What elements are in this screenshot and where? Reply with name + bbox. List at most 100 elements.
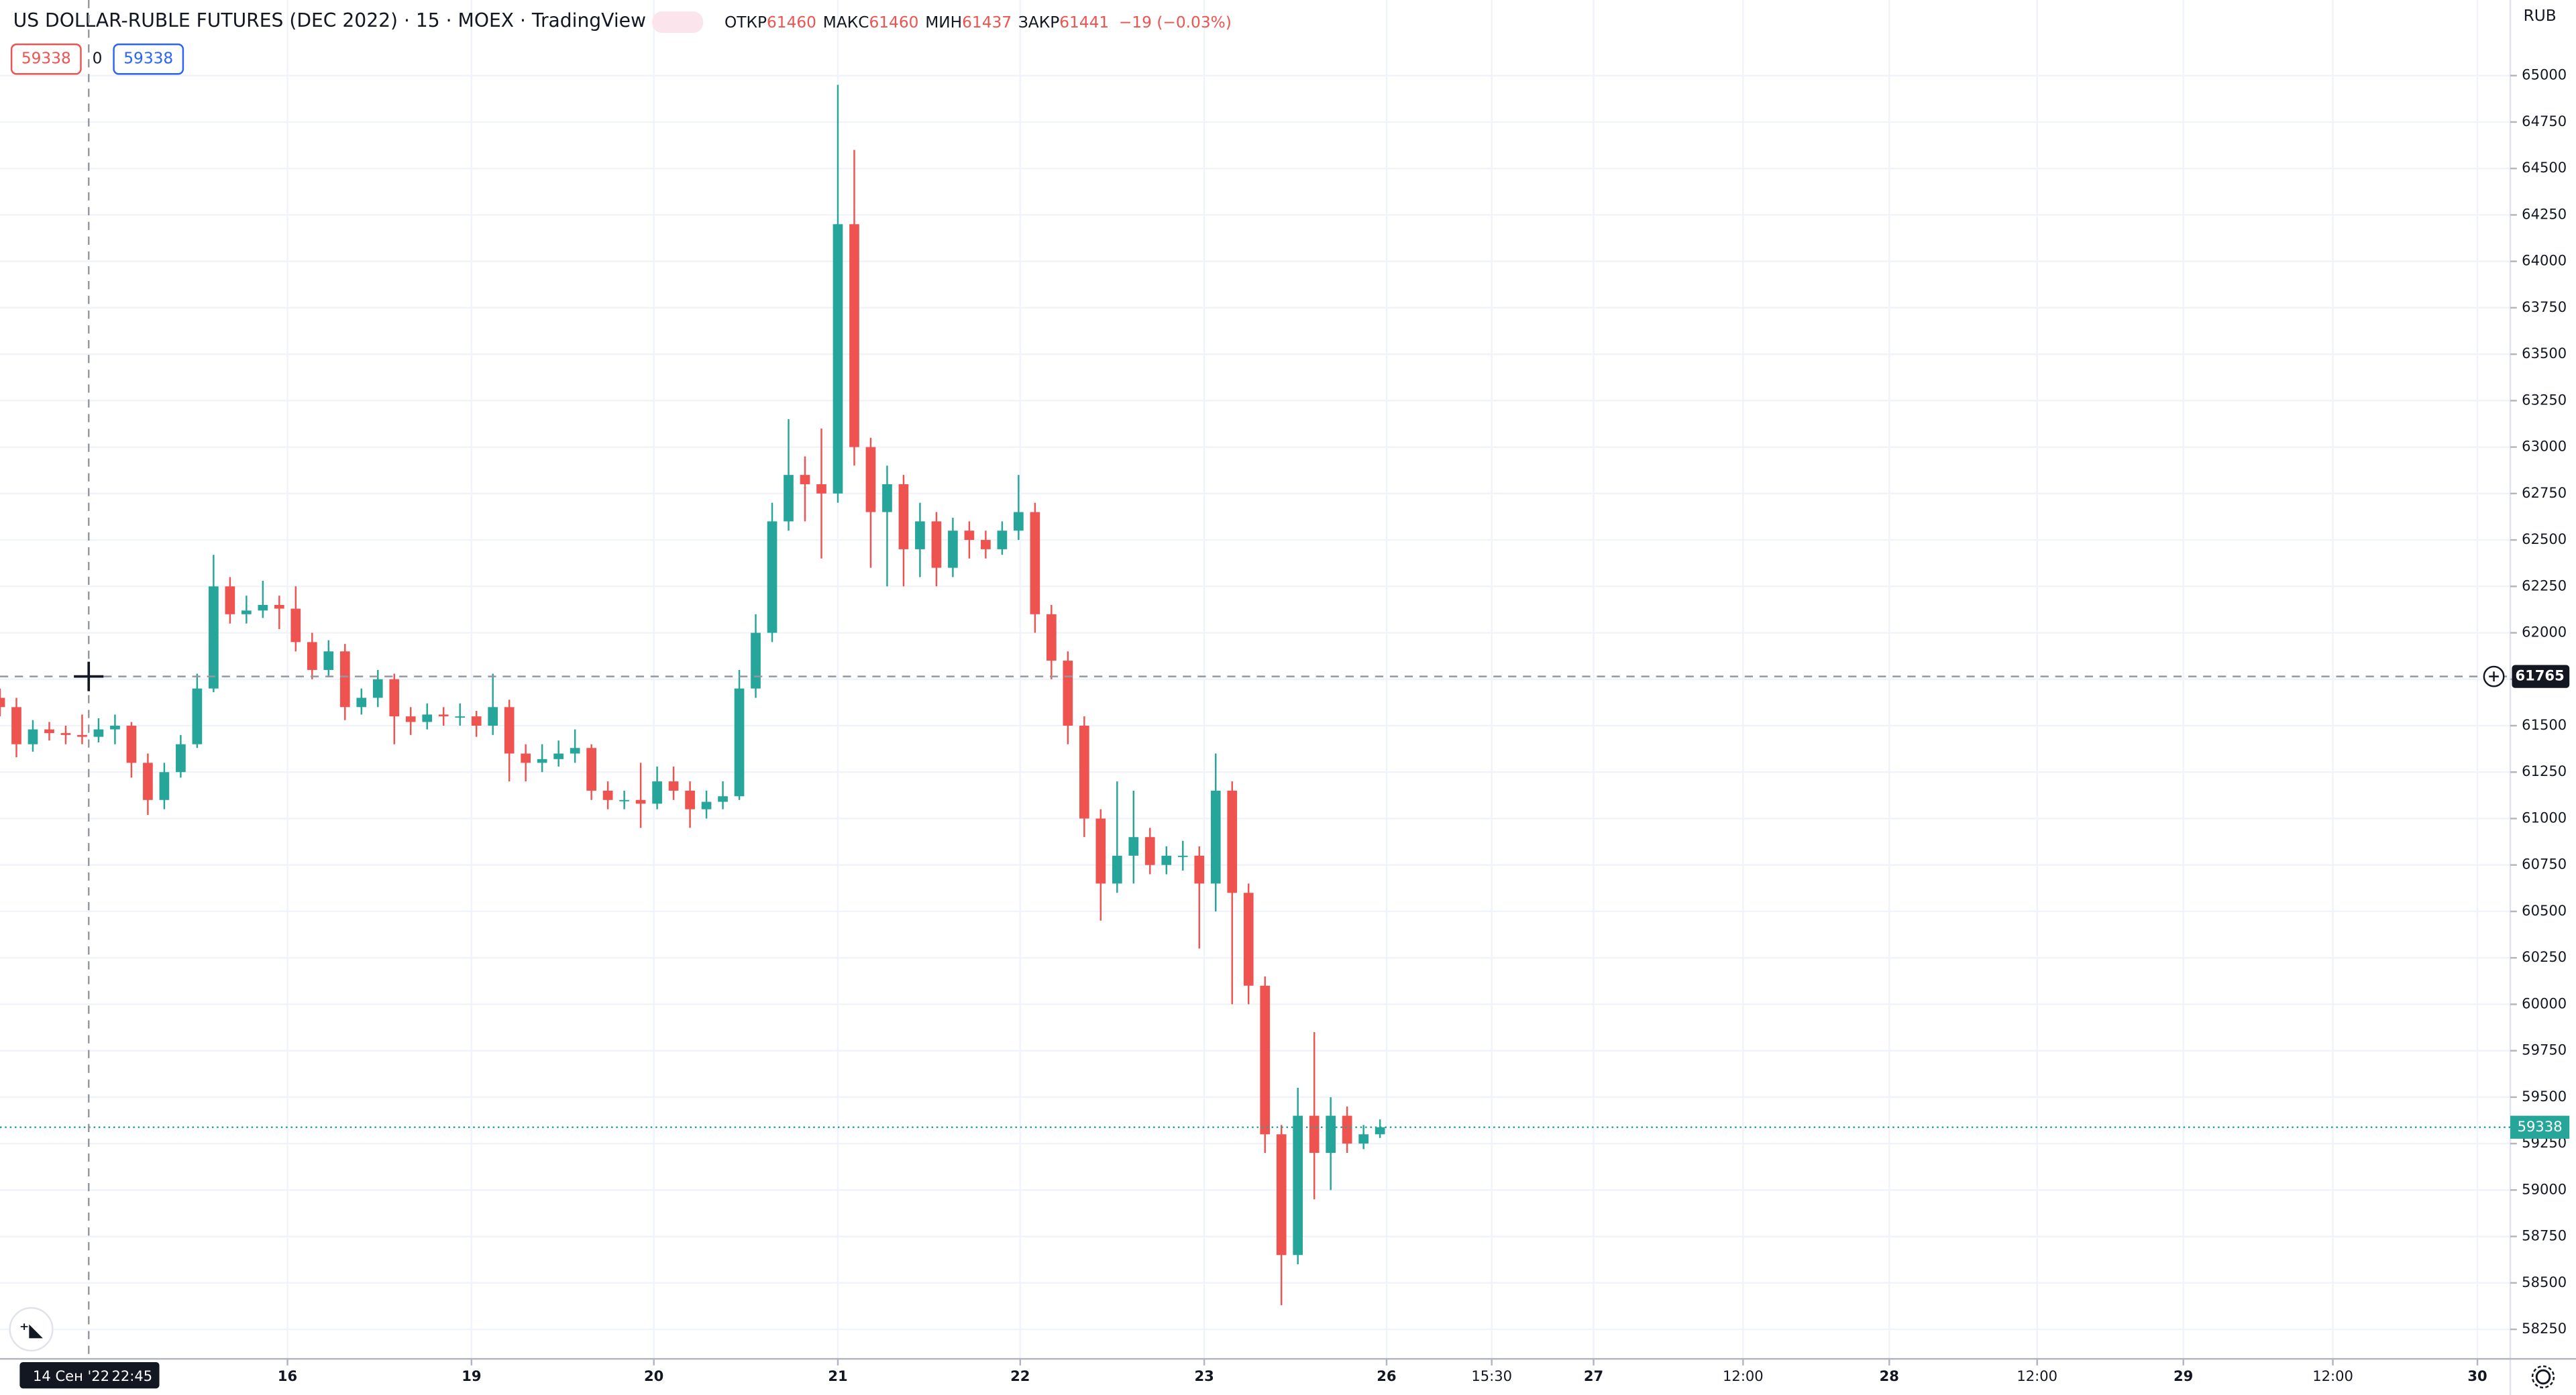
- price-badge[interactable]: 59338: [123, 50, 173, 68]
- svg-text:⁺◣: ⁺◣: [19, 1320, 43, 1341]
- y-tick-label: 63000: [2522, 438, 2567, 455]
- y-tick-label: 58500: [2522, 1274, 2567, 1290]
- last-price-tag: [2510, 1115, 2570, 1139]
- candle-body: [668, 781, 679, 791]
- settings-icon[interactable]: [2531, 1365, 2555, 1389]
- candle-body: [981, 540, 991, 549]
- candle-body: [537, 759, 547, 763]
- x-tick-label: 12:00: [2017, 1368, 2057, 1384]
- candle-body: [323, 651, 334, 670]
- candle-body: [1128, 837, 1139, 856]
- candle-body: [1095, 818, 1106, 884]
- crosshair-price-tag: [2512, 665, 2570, 688]
- candle-body: [372, 679, 383, 698]
- candle-body: [1326, 1115, 1336, 1153]
- candle-body: [44, 729, 54, 734]
- candle-body: [931, 521, 942, 568]
- candle-body: [915, 521, 925, 549]
- plot-area: [0, 85, 1385, 1306]
- candle-body: [1210, 790, 1221, 884]
- x-tick-label: 23: [1194, 1368, 1214, 1384]
- x-tick-label: 21: [828, 1368, 847, 1384]
- candle-body: [405, 716, 416, 722]
- y-tick-label: 59750: [2522, 1042, 2567, 1058]
- legend-label: ОТКР: [724, 13, 767, 32]
- candle-body: [1342, 1115, 1352, 1144]
- legend-change: −19 (−0.03%): [1119, 13, 1232, 32]
- last-price-label: 59338: [2518, 1118, 2563, 1135]
- candle-body: [1161, 855, 1172, 865]
- x-tick-label: 22: [1010, 1368, 1030, 1384]
- candle-body: [816, 484, 826, 494]
- candle-body: [882, 484, 892, 512]
- candle-body: [1260, 985, 1271, 1135]
- y-tick-label: 61250: [2522, 763, 2567, 779]
- add-alert-plus: [2489, 671, 2499, 681]
- candle-body: [389, 679, 400, 717]
- legend-value: 61441: [1059, 13, 1109, 32]
- candle-body: [241, 610, 252, 614]
- candle-body: [997, 531, 1008, 549]
- candle-body: [619, 799, 629, 801]
- y-tick-label: 62500: [2522, 531, 2567, 547]
- candle-body: [0, 698, 5, 708]
- y-tick-label: 58750: [2522, 1227, 2567, 1244]
- y-tick-label: 63250: [2522, 391, 2567, 408]
- candle-body: [1046, 614, 1057, 661]
- price-badge-box[interactable]: [113, 43, 184, 75]
- candle-body: [356, 698, 367, 708]
- legend-label: МАКС: [823, 13, 869, 32]
- candle-body: [307, 642, 317, 670]
- candle-body: [734, 688, 745, 797]
- y-tick-label: 58250: [2522, 1320, 2567, 1337]
- candle-body: [635, 799, 646, 804]
- candle-body: [1112, 855, 1122, 884]
- candle-body: [422, 714, 433, 722]
- y-tick-label: 65000: [2522, 66, 2567, 83]
- y-tick-label: 64500: [2522, 159, 2567, 176]
- candle-body: [898, 484, 909, 549]
- candle-body: [586, 748, 596, 791]
- currency-label[interactable]: RUB: [2524, 7, 2557, 25]
- y-tick-label: 61500: [2522, 716, 2567, 733]
- legend-value: 61460: [869, 13, 918, 32]
- candle-body: [800, 475, 810, 484]
- candle-body: [225, 586, 235, 614]
- indicator-toggle[interactable]: [652, 11, 704, 33]
- candle-body: [93, 729, 104, 737]
- crosshair-date-label: 14 Сен '22: [33, 1368, 109, 1384]
- candle-body: [1194, 855, 1205, 884]
- price-badge-box[interactable]: [10, 43, 82, 75]
- candle-body: [784, 475, 794, 522]
- legend-value: 61460: [767, 13, 816, 32]
- candle-body: [258, 604, 268, 611]
- candle-body: [1079, 726, 1089, 819]
- y-tick-label: 64750: [2522, 113, 2567, 129]
- candle-body: [718, 796, 728, 802]
- candle-body: [1014, 512, 1024, 531]
- crosshair-price-label: 61765: [2516, 667, 2565, 684]
- candle-body: [570, 748, 580, 754]
- x-tick-label: 27: [1584, 1368, 1603, 1384]
- candle-body: [176, 744, 186, 773]
- y-tick-label: 60500: [2522, 902, 2567, 919]
- x-tick-label: 29: [2174, 1368, 2193, 1384]
- candle-body: [471, 716, 482, 726]
- candle-body: [767, 521, 777, 633]
- y-tick-label: 64000: [2522, 252, 2567, 269]
- legend-label: ЗАКР: [1018, 13, 1059, 32]
- candle-body: [1063, 661, 1073, 726]
- y-tick-label: 60250: [2522, 948, 2567, 965]
- candle-body: [488, 707, 498, 726]
- x-tick-label: 12:00: [2312, 1368, 2353, 1384]
- candle-body: [28, 729, 38, 744]
- candle-body: [948, 531, 958, 568]
- candle-body: [455, 716, 466, 718]
- candle-body: [1177, 855, 1188, 857]
- x-tick-label: 20: [644, 1368, 663, 1384]
- y-tick-label: 60750: [2522, 856, 2567, 873]
- price-badge[interactable]: 59338: [21, 50, 71, 68]
- y-tick-label: 62750: [2522, 484, 2567, 501]
- crosshair-cursor: [74, 661, 104, 691]
